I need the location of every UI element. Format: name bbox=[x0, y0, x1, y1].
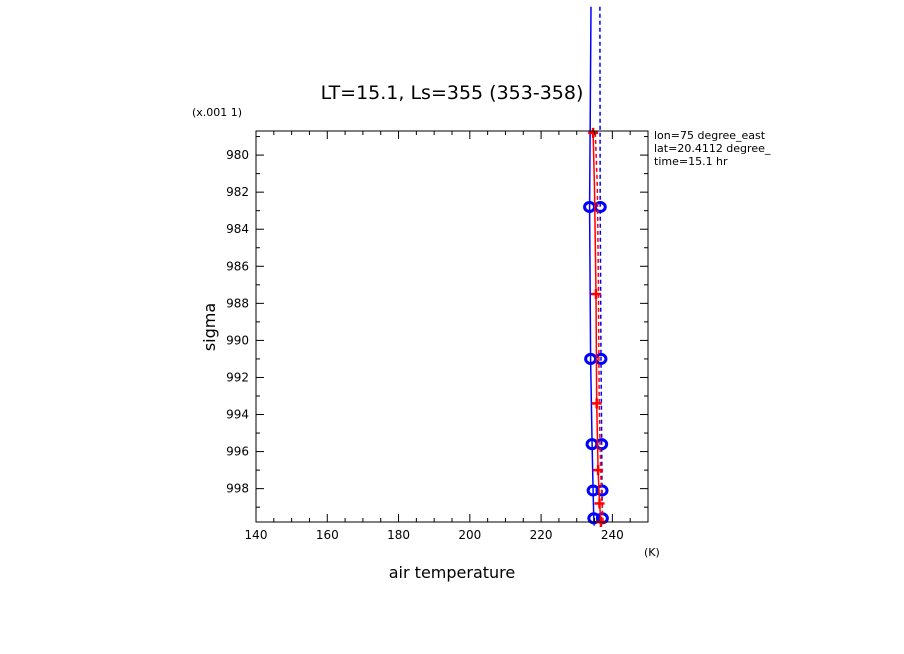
annotation-lon: lon=75 degree_east bbox=[654, 129, 766, 142]
series-point-1 bbox=[595, 484, 609, 497]
y-axis-label: sigma bbox=[200, 303, 219, 351]
y-tick-label: 986 bbox=[226, 259, 249, 273]
series-point-1 bbox=[593, 200, 607, 213]
y-tick-label: 994 bbox=[226, 408, 249, 422]
x-tick-label: 160 bbox=[316, 528, 339, 542]
y-tick-label: 982 bbox=[226, 185, 249, 199]
y-tick-label: 996 bbox=[226, 445, 249, 459]
series-point-2 bbox=[591, 398, 602, 409]
y-tick-label: 998 bbox=[226, 482, 249, 496]
series-point-2 bbox=[593, 465, 604, 476]
y-tick-label: 990 bbox=[226, 333, 249, 347]
series-point-2 bbox=[588, 127, 599, 138]
chart-marks bbox=[583, 6, 609, 527]
chart-title: LT=15.1, Ls=355 (353-358) bbox=[321, 82, 584, 104]
x-tick-label: 180 bbox=[387, 528, 410, 542]
x-tick-label: 220 bbox=[530, 528, 553, 542]
tick-labels: 140 160 180 200 220 240 980 982 984 986 988 990 992 9… bbox=[226, 148, 624, 542]
series-point-2 bbox=[594, 498, 605, 509]
series-line-1 bbox=[599, 6, 604, 519]
annotation-time: time=15.1 hr bbox=[654, 155, 728, 168]
y-tick-label: 984 bbox=[226, 222, 249, 236]
y-tick-label: 988 bbox=[226, 296, 249, 310]
series-point-2 bbox=[590, 289, 601, 300]
x-axis-label: air temperature bbox=[389, 563, 515, 582]
x-unit-label: (K) bbox=[644, 546, 660, 559]
annotation-lat: lat=20.4112 degree_ bbox=[654, 142, 771, 155]
y-tick-label: 992 bbox=[226, 370, 249, 384]
y-scale-label: (x.001 1) bbox=[192, 106, 242, 119]
series-point-1 bbox=[595, 438, 609, 451]
x-tick-label: 200 bbox=[458, 528, 481, 542]
y-tick-label: 980 bbox=[226, 148, 249, 162]
x-tick-label: 240 bbox=[601, 528, 624, 542]
axis-ticks bbox=[255, 131, 649, 522]
x-tick-label: 140 bbox=[245, 528, 268, 542]
series-line-0 bbox=[588, 6, 595, 526]
